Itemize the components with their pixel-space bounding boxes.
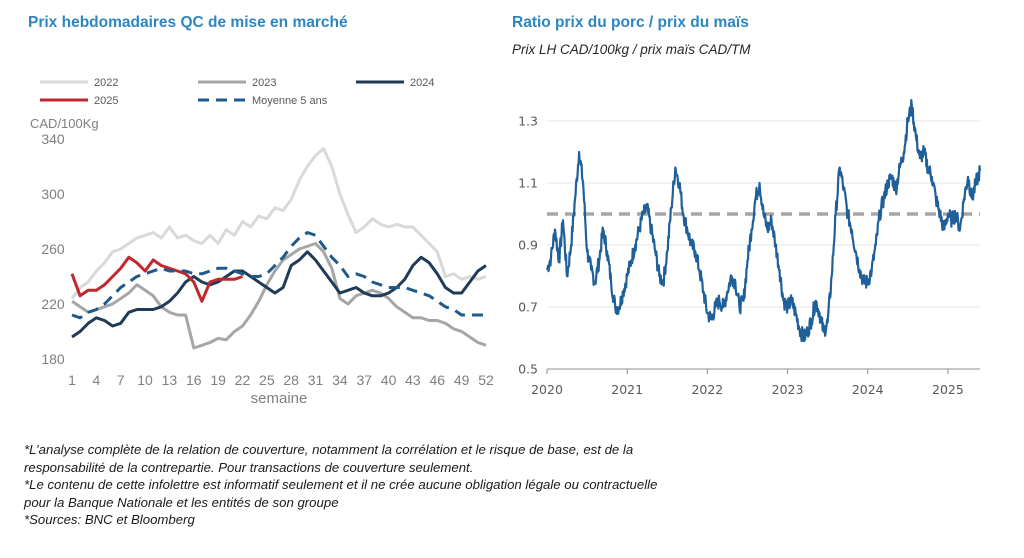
- x-tick-label: 16: [186, 372, 202, 388]
- y-tick-label: 340: [41, 131, 65, 147]
- x-axis-label: semaine: [251, 390, 308, 407]
- series-line-2024: [71, 250, 487, 339]
- y-tick-label: 1.1: [518, 176, 538, 191]
- y-tick-label: 260: [41, 241, 65, 257]
- x-tick-label: 22: [235, 372, 251, 388]
- y-tick-label: 180: [41, 351, 65, 367]
- hog-corn-ratio-chart: 0.5 0.7 0.9 1.1 1.3 2020 2021 2022 2023 2024 2025: [518, 98, 982, 397]
- series-line-2023: [71, 242, 487, 350]
- x-tick-label: 52: [478, 372, 494, 388]
- footnotes: *L’analyse complète de la relation de co…: [24, 441, 1004, 529]
- x-tick-label: 46: [430, 372, 446, 388]
- x-tick-label: 49: [454, 372, 470, 388]
- footnote-line: pour la Banque Nationale et les entités …: [24, 494, 339, 510]
- x-tick-label: 2023: [772, 382, 804, 397]
- y-axis-label: CAD/100Kg: [30, 116, 99, 131]
- x-tick-label: 13: [162, 372, 178, 388]
- x-tick-label: 37: [356, 372, 372, 388]
- legend-label: 2024: [410, 77, 434, 89]
- x-tick-label: 1: [68, 372, 76, 388]
- footnote-line: *Sources: BNC et Bloomberg: [24, 512, 195, 527]
- footnote-line: *Le contenu de cette infolettre est info…: [24, 477, 658, 492]
- x-tick-label: 4: [92, 372, 100, 388]
- series-line-2025: [70, 255, 243, 303]
- y-tick-label: 0.5: [518, 362, 538, 377]
- y-tick-label: 0.9: [518, 238, 538, 253]
- footnote-line: responsabilité de la contrepartie. Pour …: [24, 459, 474, 475]
- x-tick-label: 10: [137, 372, 153, 388]
- x-tick-label: 40: [381, 372, 397, 388]
- x-tick-label: 2020: [531, 382, 563, 397]
- x-tick-label: 34: [332, 372, 348, 388]
- x-tick-label: 2022: [691, 382, 723, 397]
- right-chart-subtitle: Prix LH CAD/100kg / prix maïs CAD/TM: [512, 42, 751, 57]
- y-tick-label: 1.3: [518, 114, 538, 129]
- x-tick-label: 2021: [611, 382, 643, 397]
- series-line-2022: [70, 147, 487, 300]
- ratio-series-line: [545, 98, 982, 343]
- footnote-line: *L’analyse complète de la relation de co…: [24, 442, 634, 457]
- x-tick-label: 19: [210, 372, 226, 388]
- x-tick-label: 2024: [852, 382, 884, 397]
- x-tick-label: 43: [405, 372, 421, 388]
- series-line-moyenne-5-ans: [71, 231, 486, 320]
- left-chart-title: Prix hebdomadaires QC de mise en marché: [28, 14, 348, 31]
- x-tick-label: 7: [117, 372, 125, 388]
- x-tick-label: 2025: [932, 382, 964, 397]
- y-tick-label: 0.7: [518, 300, 538, 315]
- right-chart-title: Ratio prix du porc / prix du maïs: [512, 14, 749, 31]
- y-tick-label: 300: [41, 186, 65, 202]
- x-tick-label: 25: [259, 372, 275, 388]
- weekly-price-chart: 180 220 260 300 340 1 4 7 10 13 16 19 22 25 28 31 34 37 40…: [30, 77, 494, 407]
- x-tick-label: 31: [308, 372, 324, 388]
- legend-label: Moyenne 5 ans: [252, 95, 328, 107]
- y-tick-label: 220: [41, 296, 65, 312]
- legend-label: 2023: [252, 77, 276, 89]
- legend-label: 2022: [94, 77, 118, 89]
- x-tick-label: 28: [283, 372, 299, 388]
- legend-label: 2025: [94, 95, 118, 107]
